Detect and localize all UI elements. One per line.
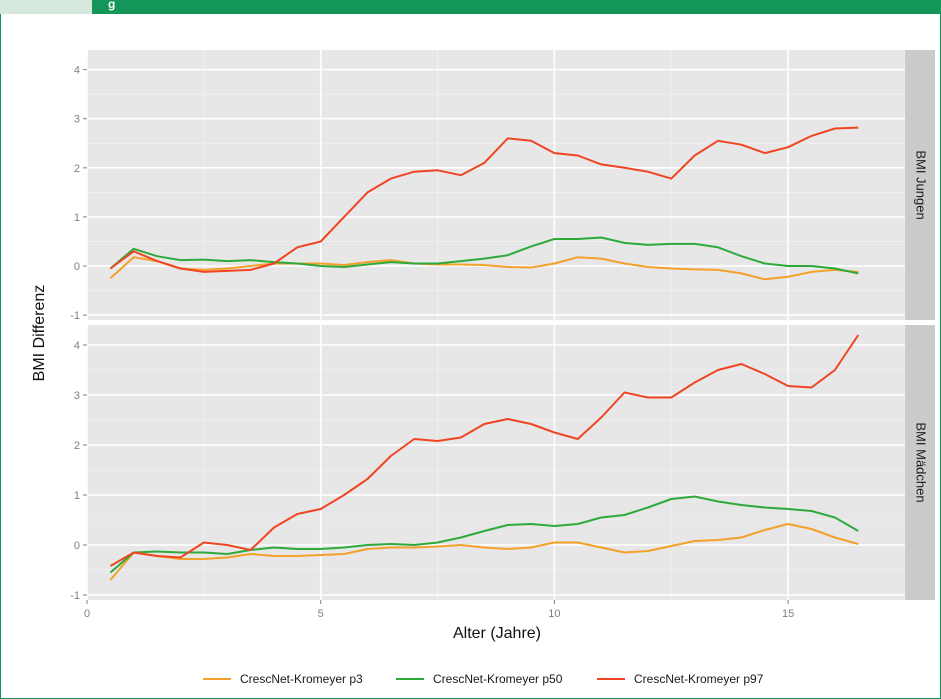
x-tick-label: 0 [84, 608, 90, 620]
legend-label: CrescNet-Kromeyer p97 [634, 672, 764, 686]
y-tick-label: 2 [74, 163, 80, 175]
y-tick-label: -1 [70, 590, 80, 602]
figure-header-bar: g [0, 0, 941, 14]
panel-1: -1 0 1 2 3 4 BMI Jungen [70, 50, 935, 322]
y-axis-label: BMI Differenz [31, 285, 48, 382]
series-line [109, 334, 860, 567]
y-tick-label: 2 [74, 440, 80, 452]
chart-panels: -1 0 1 2 3 4 BMI Jungen -1 0 1 2 3 4 BMI Mädchen [70, 50, 935, 602]
series-line [109, 256, 859, 281]
legend-label: CrescNet-Kromeyer p3 [240, 672, 363, 686]
series-line [109, 236, 859, 275]
x-tick-label: 5 [318, 608, 324, 620]
x-axis-label: Alter (Jahre) [453, 625, 541, 642]
facet-strip [905, 325, 935, 600]
x-tick-label: 15 [782, 608, 794, 620]
y-tick-label: 3 [74, 390, 80, 402]
y-tick-label: 1 [74, 490, 80, 502]
facet-label: BMI Jungen [914, 150, 929, 219]
y-tick-label: 1 [74, 212, 80, 224]
facet-strip [905, 50, 935, 320]
legend: CrescNet-Kromeyer p3 CrescNet-Kromeyer p5… [203, 672, 764, 686]
panel-2: -1 0 1 2 3 4 BMI Mädchen [70, 325, 935, 602]
figure-header-tab [0, 0, 92, 14]
y-tick-label: 3 [74, 114, 80, 126]
series-line [109, 523, 859, 581]
y-tick-label: 4 [74, 65, 80, 77]
legend-label: CrescNet-Kromeyer p50 [433, 672, 563, 686]
y-tick-label: 0 [74, 540, 80, 552]
x-axis-ticks: 0 5 10 15 [84, 600, 794, 620]
x-tick-label: 10 [548, 608, 560, 620]
y-tick-label: -1 [70, 310, 80, 322]
facet-label: BMI Mädchen [914, 422, 929, 502]
series-line [109, 495, 859, 574]
figure-header-text: g [108, 0, 116, 11]
series-line [109, 126, 859, 273]
y-tick-label: 0 [74, 261, 80, 273]
panel-background [87, 50, 905, 320]
y-tick-label: 4 [74, 340, 80, 352]
